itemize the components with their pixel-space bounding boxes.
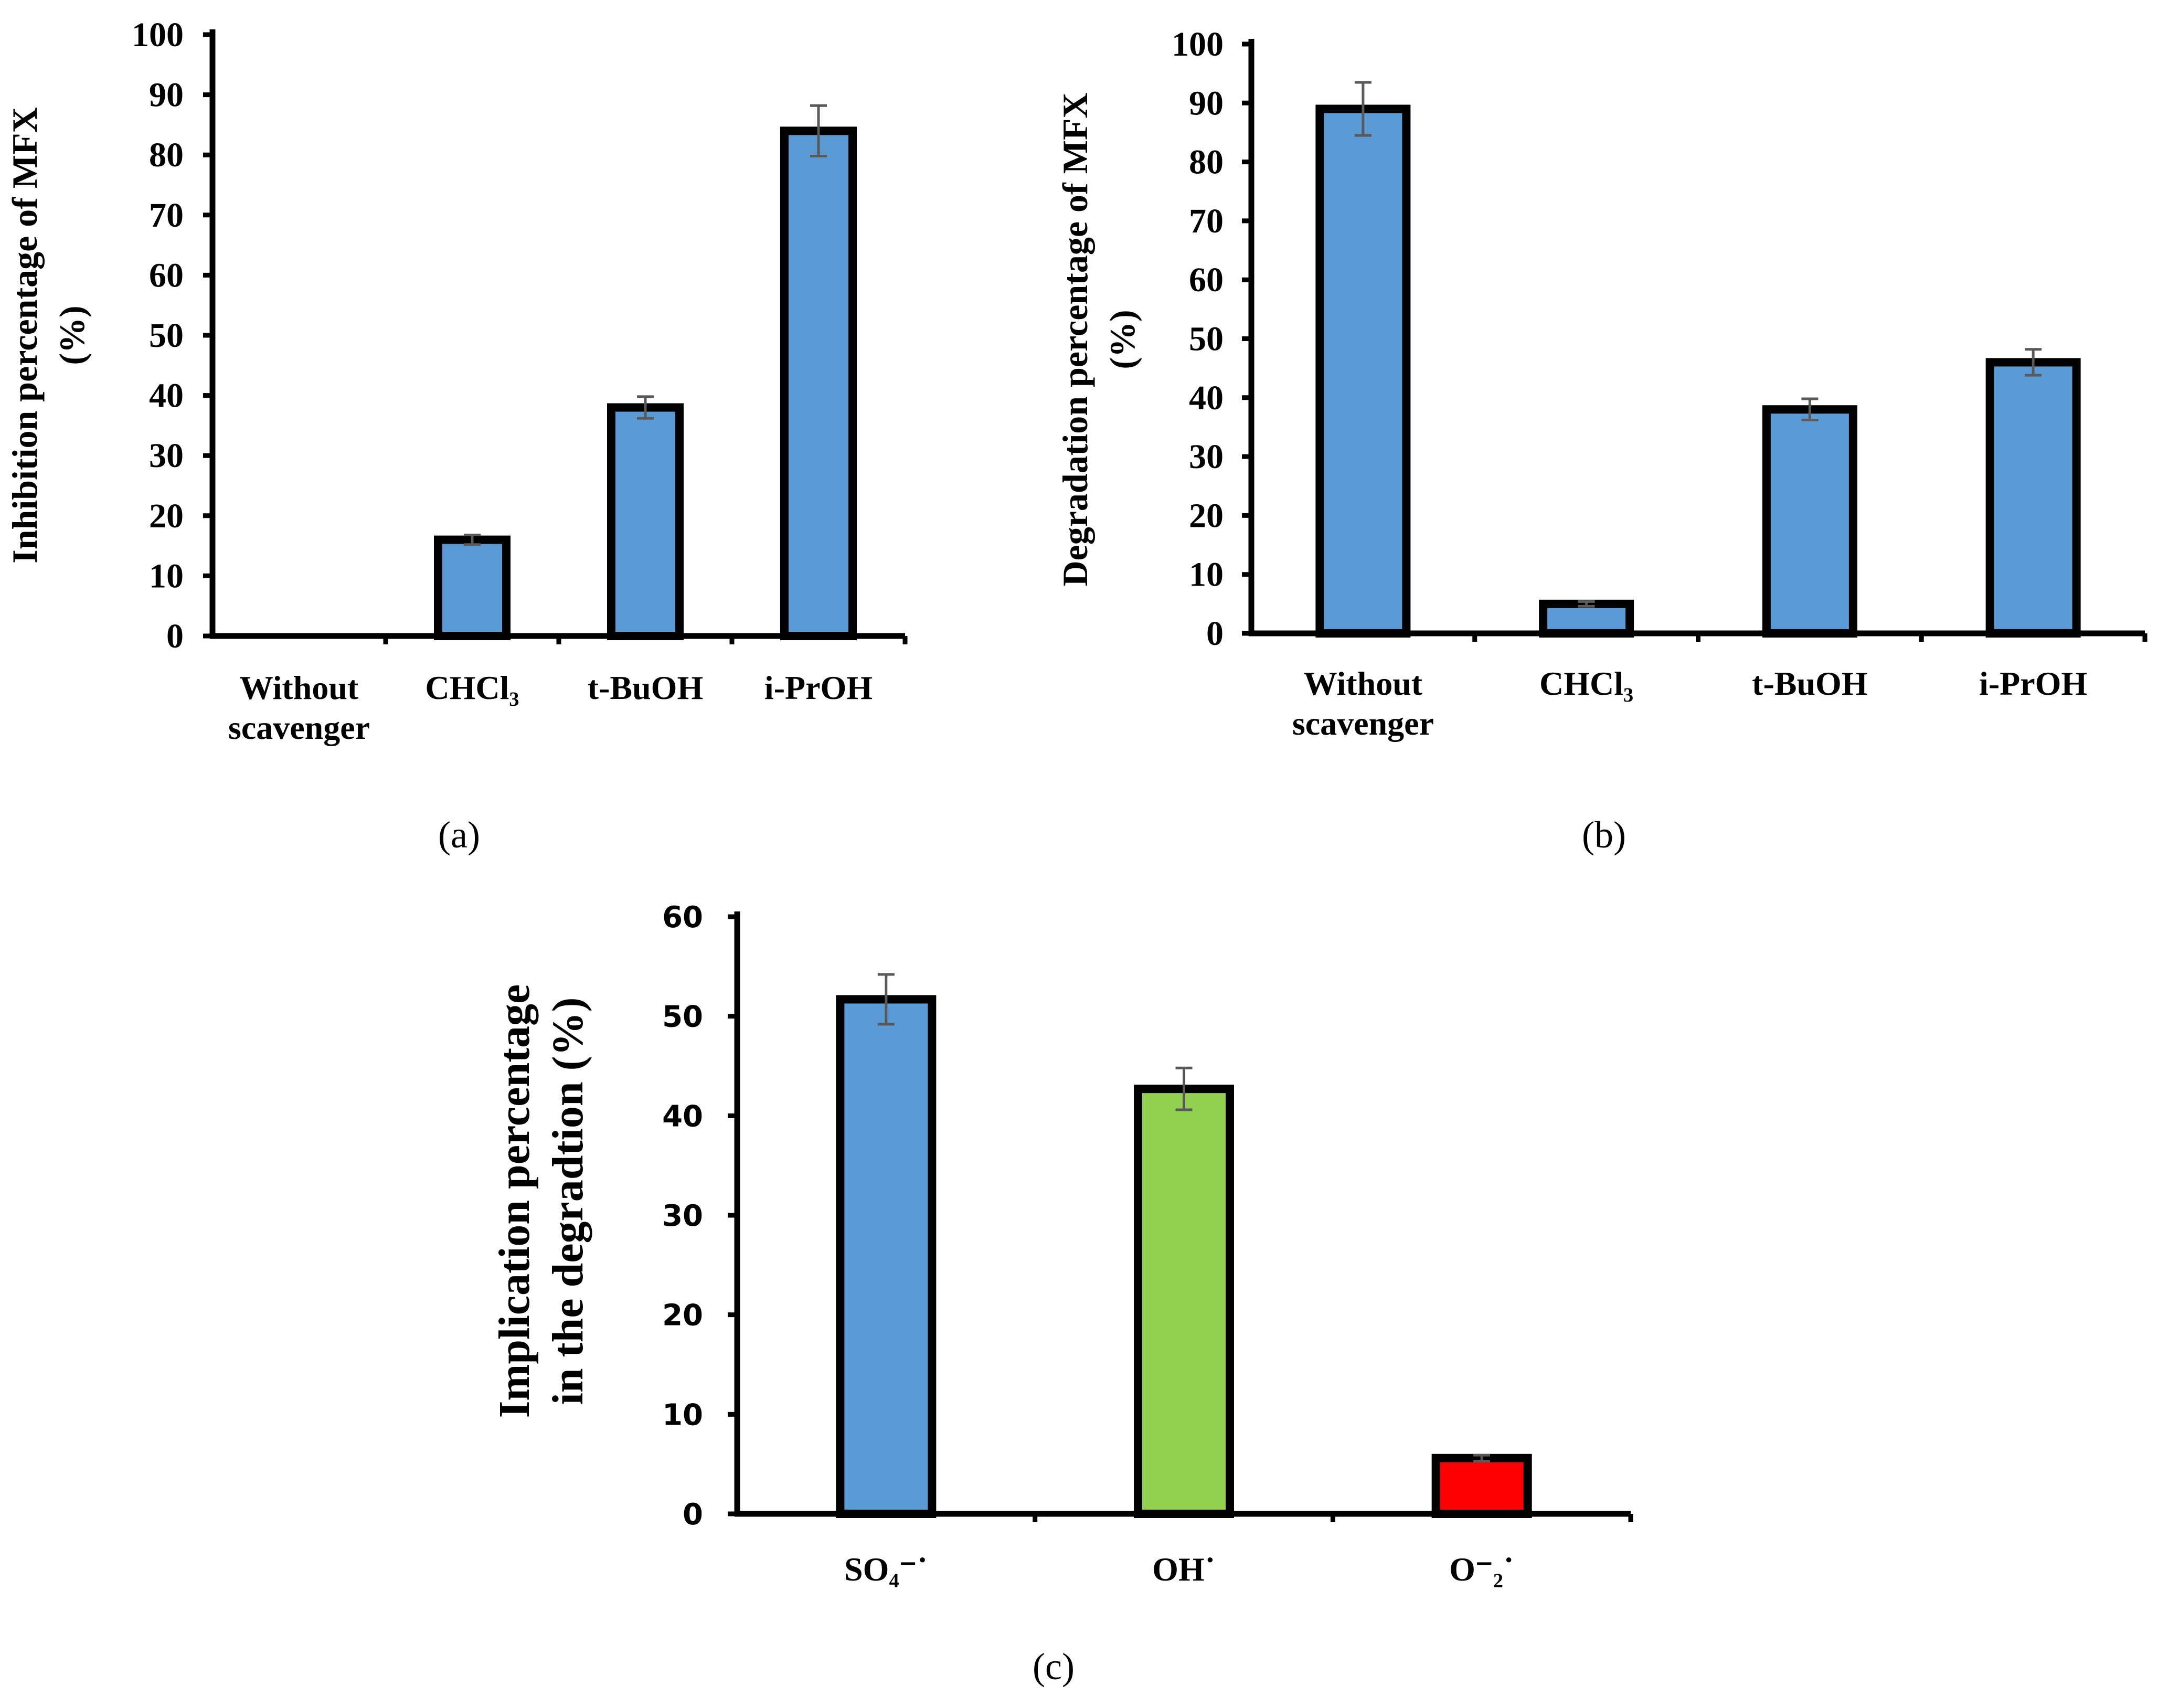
panel-a-ytick-label-7: 70	[149, 196, 184, 235]
panel-a-category-label-0-line-1: scavenger	[228, 709, 370, 746]
panel-a-ytick-label-6: 60	[149, 256, 184, 294]
panel-a-ytick-label-2: 20	[149, 497, 184, 535]
panel-b-category-label-0-line-1: scavenger	[1292, 705, 1434, 742]
panel-b-ytick-label-1: 10	[1189, 556, 1224, 594]
panel-a-ytick-label-8: 80	[149, 136, 184, 174]
panel-b-errorbar-0	[1354, 81, 1372, 137]
panel-c-errorbar-2	[1473, 1454, 1491, 1462]
panel-b-ytick-label-0: 0	[1206, 614, 1224, 653]
panel-b-ytick-label-3: 30	[1189, 438, 1224, 476]
panel-b-category-label-1-line-0: CHCl₃	[1539, 665, 1633, 702]
panel-b-ytick-label-10: 100	[1172, 25, 1224, 63]
panel-a-category-label-2-line-0: t-BuOH	[588, 669, 703, 706]
panel-c-bar-1	[1134, 1085, 1234, 1518]
panel-a-ytick-label-0: 0	[166, 617, 184, 655]
panel-a-ytick-label-1: 10	[149, 557, 184, 595]
panel-a-ylabel-line2: (%)	[52, 305, 92, 365]
panel-c-ytick-label-6: 60	[662, 900, 703, 935]
panel-label-b: (b)	[1582, 814, 1626, 856]
panel-c-ytick-label-1: 10	[662, 1398, 703, 1432]
panel-a-errorbar-2	[637, 395, 654, 420]
panel-b-ytick-label-7: 70	[1189, 202, 1224, 240]
panel-b-category-label-0-line-0: Without	[1304, 665, 1423, 702]
panel-b-errorbar-1	[1578, 600, 1595, 608]
panel-a-ytick-label-9: 90	[149, 76, 184, 114]
panel-a-bar-3	[780, 126, 857, 641]
panel-b-ylabel-line2: (%)	[1102, 310, 1142, 369]
panel-a-ytick-label-3: 30	[149, 437, 184, 475]
panel-a-bar-1	[434, 535, 511, 641]
panel-b-ytick-label-4: 40	[1189, 379, 1224, 417]
panel-c-category-label-0-line-0: SO₄⁻˙	[844, 1551, 928, 1588]
panel-c-errorbar-0	[877, 973, 895, 1026]
panel-label-c: (c)	[1033, 1646, 1075, 1688]
panel-b-bar-2	[1762, 405, 1857, 638]
panel-c-bar-2	[1431, 1454, 1532, 1518]
panel-c-ytick-label-5: 50	[662, 1000, 703, 1034]
panel-a-ytick-label-5: 50	[149, 316, 184, 355]
panel-b-ylabel-line1: Degradation percentage of MFX	[1055, 92, 1095, 586]
panel-a-ytick-label-10: 100	[132, 16, 184, 54]
panel-c-ytick-label-0: 0	[683, 1498, 703, 1532]
panel-a-ytick-label-4: 40	[149, 377, 184, 415]
panel-b-bar-0	[1315, 104, 1411, 638]
panel-c-ytick-label-3: 30	[662, 1199, 703, 1233]
panel-b-errorbar-3	[2025, 348, 2042, 377]
panel-b-bar-3	[1985, 358, 2081, 638]
panel-c-ytick-label-4: 40	[662, 1099, 703, 1133]
panel-c-bar-0	[836, 995, 937, 1518]
panel-a-category-label-3-line-0: i-PrOH	[764, 669, 873, 706]
panel-b-ytick-label-2: 20	[1189, 496, 1224, 535]
panel-a-bar-2	[607, 403, 684, 641]
panel-b-ytick-label-5: 50	[1189, 320, 1224, 358]
panel-b-category-label-2-line-0: t-BuOH	[1752, 665, 1867, 702]
panel-b-category-label-3-line-0: i-PrOH	[1979, 665, 2087, 702]
panel-a-ylabel-line1: Inhibition percentage of MFX	[5, 107, 45, 564]
panel-b-bar-1	[1539, 599, 1634, 638]
panel-c-category-label-1-line-0: OH˙	[1152, 1551, 1216, 1588]
panel-b-errorbar-2	[1801, 397, 1819, 421]
panel-label-a: (a)	[438, 814, 480, 856]
panel-c-ylabel-line1: Implication percentage	[490, 984, 539, 1418]
panel-c-chart: 0 10 20 30 40 50 60 SO₄⁻˙ OH˙ O⁻₂˙ Implication per…	[490, 900, 1633, 1588]
panel-c-errorbar-1	[1175, 1066, 1193, 1111]
panel-a-errorbar-3	[810, 104, 827, 157]
panel-c-ytick-label-2: 20	[662, 1299, 703, 1333]
panel-a-errorbar-1	[464, 533, 481, 546]
panel-c-ylabel-line2: in the degradtion (%)	[544, 998, 592, 1405]
panel-b-ytick-label-6: 60	[1189, 261, 1224, 299]
panel-a-category-label-0-line-0: Without	[240, 669, 359, 706]
panel-a-category-label-1-line-0: CHCl₃	[425, 669, 519, 706]
panel-b-ytick-label-8: 80	[1189, 143, 1224, 182]
panel-c-category-label-2-line-0: O⁻₂˙	[1449, 1551, 1514, 1588]
panel-b-ytick-label-9: 90	[1189, 84, 1224, 122]
